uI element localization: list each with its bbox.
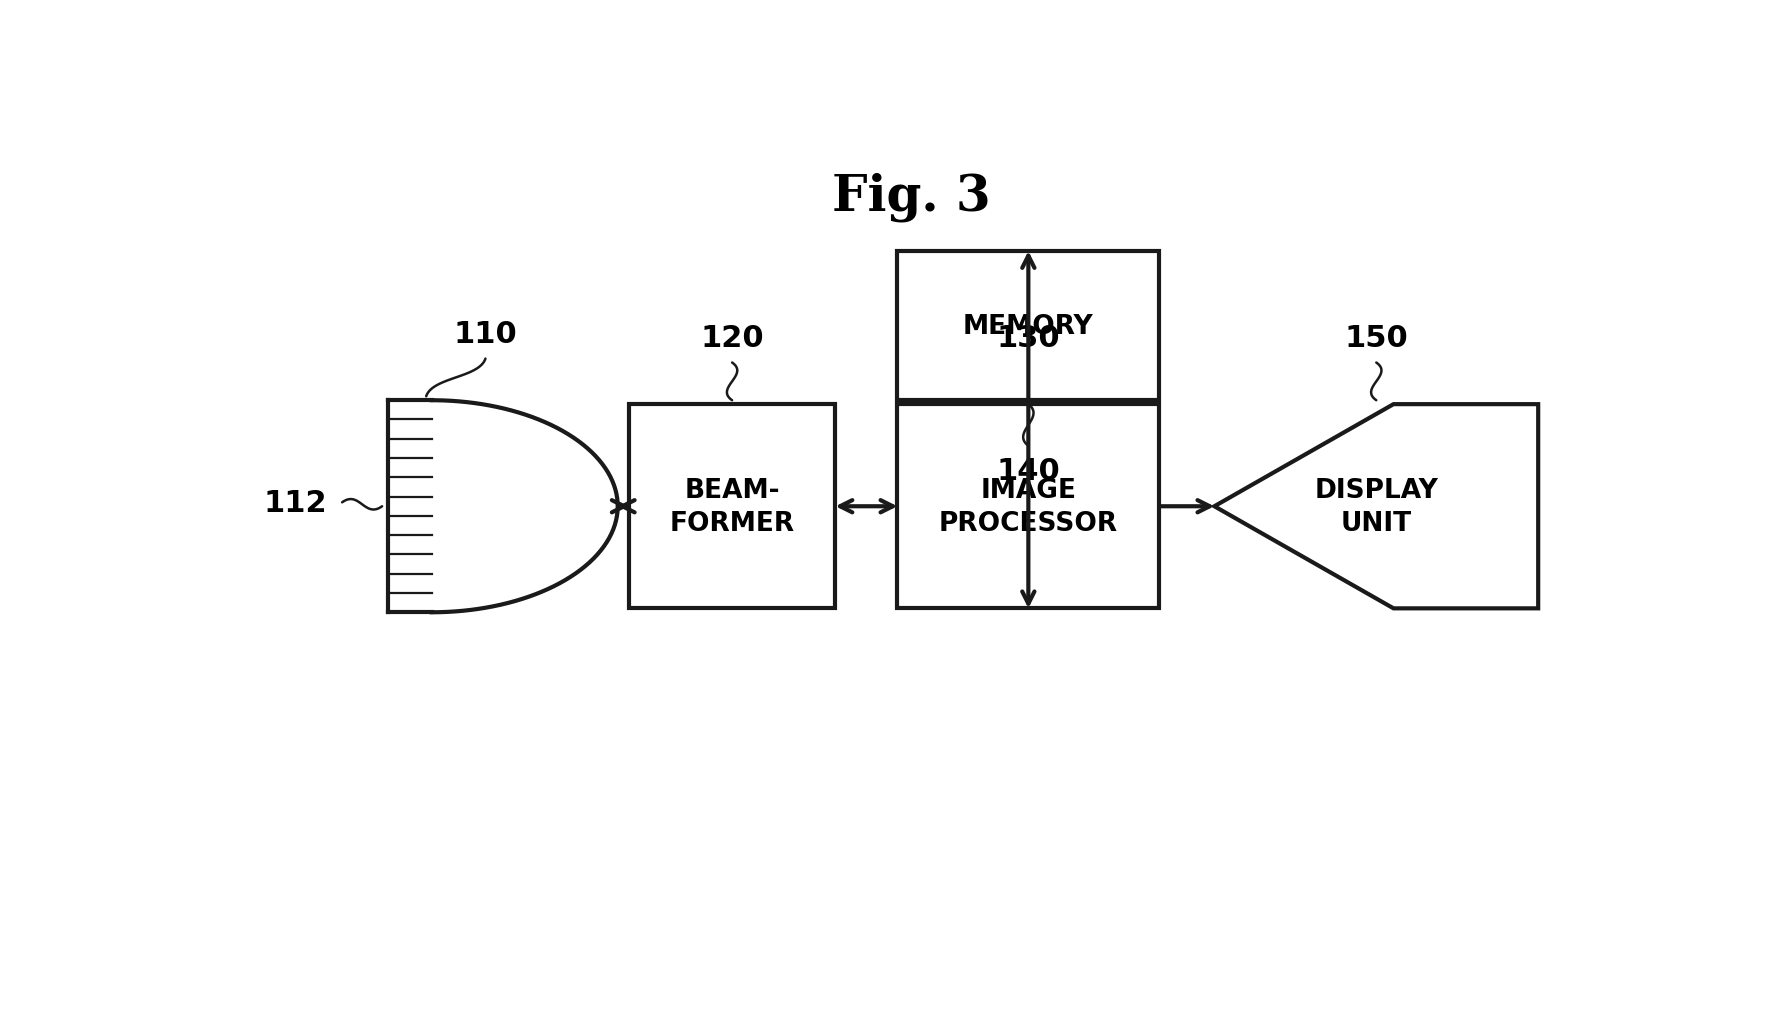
Text: 110: 110 — [453, 320, 517, 348]
Text: BEAM-
FORMER: BEAM- FORMER — [670, 477, 795, 536]
Polygon shape — [1214, 405, 1538, 608]
Text: 112: 112 — [263, 488, 327, 518]
Bar — [629, 405, 836, 608]
Text: MEMORY: MEMORY — [964, 313, 1093, 339]
Text: IMAGE
PROCESSOR: IMAGE PROCESSOR — [939, 477, 1118, 536]
Text: 140: 140 — [996, 457, 1060, 486]
Text: 120: 120 — [701, 324, 765, 353]
Text: DISPLAY
UNIT: DISPLAY UNIT — [1314, 477, 1438, 536]
Bar — [898, 252, 1159, 400]
Bar — [898, 405, 1159, 608]
Text: 130: 130 — [996, 324, 1060, 353]
Text: Fig. 3: Fig. 3 — [832, 172, 990, 221]
Text: 150: 150 — [1344, 324, 1408, 353]
